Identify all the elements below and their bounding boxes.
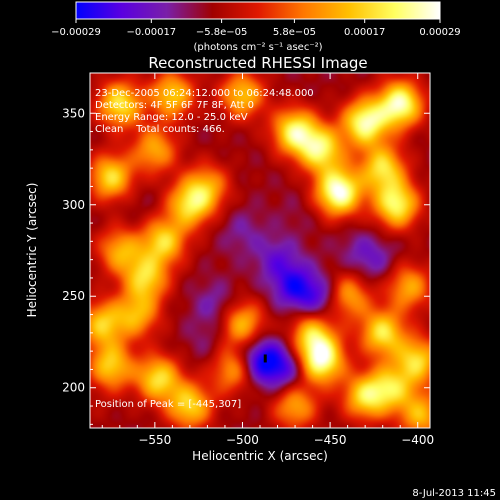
y-tick-label: 200	[62, 381, 85, 395]
colorbar-tick-label: 0.00017	[344, 27, 385, 38]
x-tick-label: −500	[226, 433, 259, 447]
annotation-clean-counts: Clean Total counts: 466.	[95, 124, 225, 135]
annotation-energy-range: Energy Range: 12.0 - 25.0 keV	[95, 112, 248, 123]
colorbar-tick-label: −5.8e−05	[196, 27, 248, 38]
y-axis: 200 250 300 350	[62, 106, 430, 425]
y-tick-label: 300	[62, 198, 85, 212]
y-tick-label: 250	[62, 289, 85, 303]
heatmap-image	[90, 73, 430, 428]
colorbar-ticks: −0.00029 −0.00017 −5.8e−05 5.8e−05 0.00017 0.…	[51, 19, 461, 38]
y-tick-label: 350	[62, 106, 85, 120]
x-tick-label: −550	[138, 433, 171, 447]
colorbar-gradient	[75, 1, 441, 20]
colorbar-tick-label: 0.00029	[419, 27, 460, 38]
annotation-time-range: 23-Dec-2005 06:24:12.000 to 06:24:48.000	[95, 88, 314, 99]
chart-title: Reconstructed RHESSI Image	[148, 54, 367, 72]
x-tick-label: −400	[401, 433, 434, 447]
x-tick-label: −450	[314, 433, 347, 447]
y-axis-label: Heliocentric Y (arcsec)	[25, 183, 39, 318]
colorbar-tick-label: −0.00017	[126, 27, 176, 38]
colorbar-tick-label: −0.00029	[51, 27, 101, 38]
annotation-detectors: Detectors: 4F 5F 6F 7F 8F, Att 0	[95, 100, 254, 111]
x-axis: −550 −500 −450 −400	[101, 73, 434, 447]
colorbar: −0.00029 −0.00017 −5.8e−05 5.8e−05 0.00017 0.…	[51, 1, 461, 53]
x-axis-label: Heliocentric X (arcsec)	[192, 449, 328, 463]
annotation-peak-position: Position of Peak = [-445,307]	[95, 399, 241, 410]
heatmap-area	[90, 73, 430, 428]
footer-date: 8-Jul-2013 11:45	[412, 488, 496, 499]
colorbar-units-label: (photons cm⁻² s⁻¹ asec⁻²)	[193, 42, 322, 53]
minimum-marker	[263, 354, 267, 363]
peak-marker	[263, 354, 267, 363]
observation-annotations: 23-Dec-2005 06:24:12.000 to 06:24:48.000…	[95, 88, 314, 410]
colorbar-tick-label: 5.8e−05	[273, 27, 316, 38]
